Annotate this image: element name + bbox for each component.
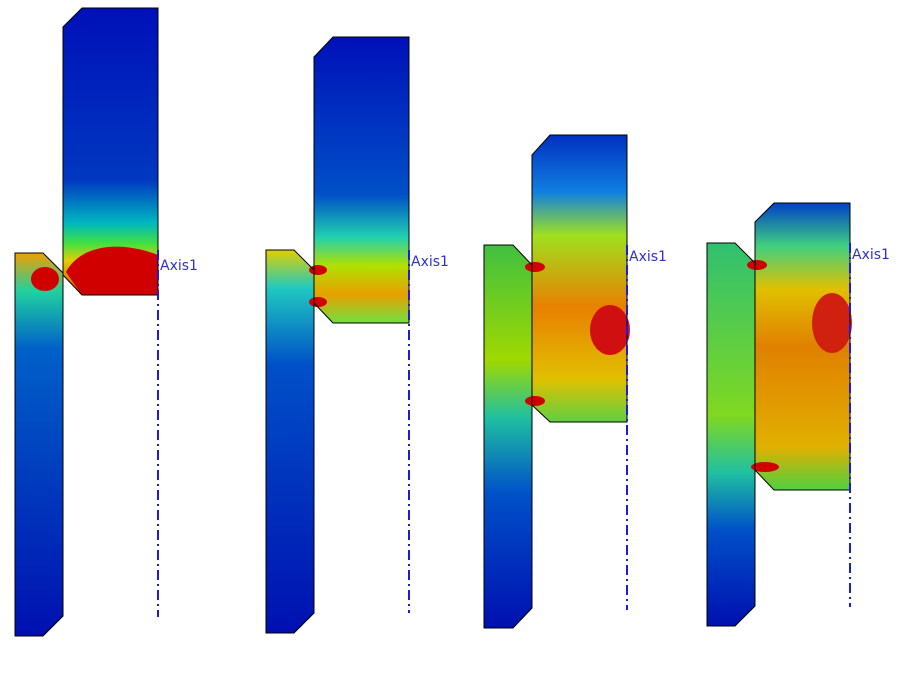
- outer-part: [15, 253, 63, 636]
- panel: Axis1: [483, 134, 667, 629]
- hotspot: [525, 262, 545, 272]
- hotspot: [751, 462, 779, 472]
- hotspot: [525, 396, 545, 406]
- axis-label: Axis1: [852, 247, 890, 263]
- outline: [531, 134, 628, 423]
- inner-part: [755, 203, 850, 490]
- inner-part: [314, 37, 409, 323]
- hotspot: [812, 293, 852, 353]
- outline: [313, 36, 410, 324]
- outline: [265, 249, 315, 634]
- panel: Axis1: [265, 36, 449, 634]
- panel: Axis1: [706, 202, 890, 627]
- outline: [483, 244, 533, 629]
- outline: [706, 242, 756, 627]
- outer-part: [707, 243, 755, 626]
- inner-part: [532, 135, 627, 422]
- hotspot: [747, 260, 767, 270]
- axis-label: Axis1: [411, 254, 449, 270]
- outline: [14, 252, 64, 637]
- hotspot: [590, 305, 630, 355]
- hotspot: [309, 265, 327, 275]
- inner-part: [63, 8, 158, 295]
- outer-part: [266, 250, 314, 633]
- hotspot: [309, 297, 327, 307]
- hotspot: [31, 267, 59, 291]
- axis-label: Axis1: [629, 249, 667, 265]
- outer-part: [484, 245, 532, 628]
- hotspot: [66, 246, 158, 295]
- panel: Axis1: [14, 7, 198, 637]
- axis-label: Axis1: [160, 258, 198, 274]
